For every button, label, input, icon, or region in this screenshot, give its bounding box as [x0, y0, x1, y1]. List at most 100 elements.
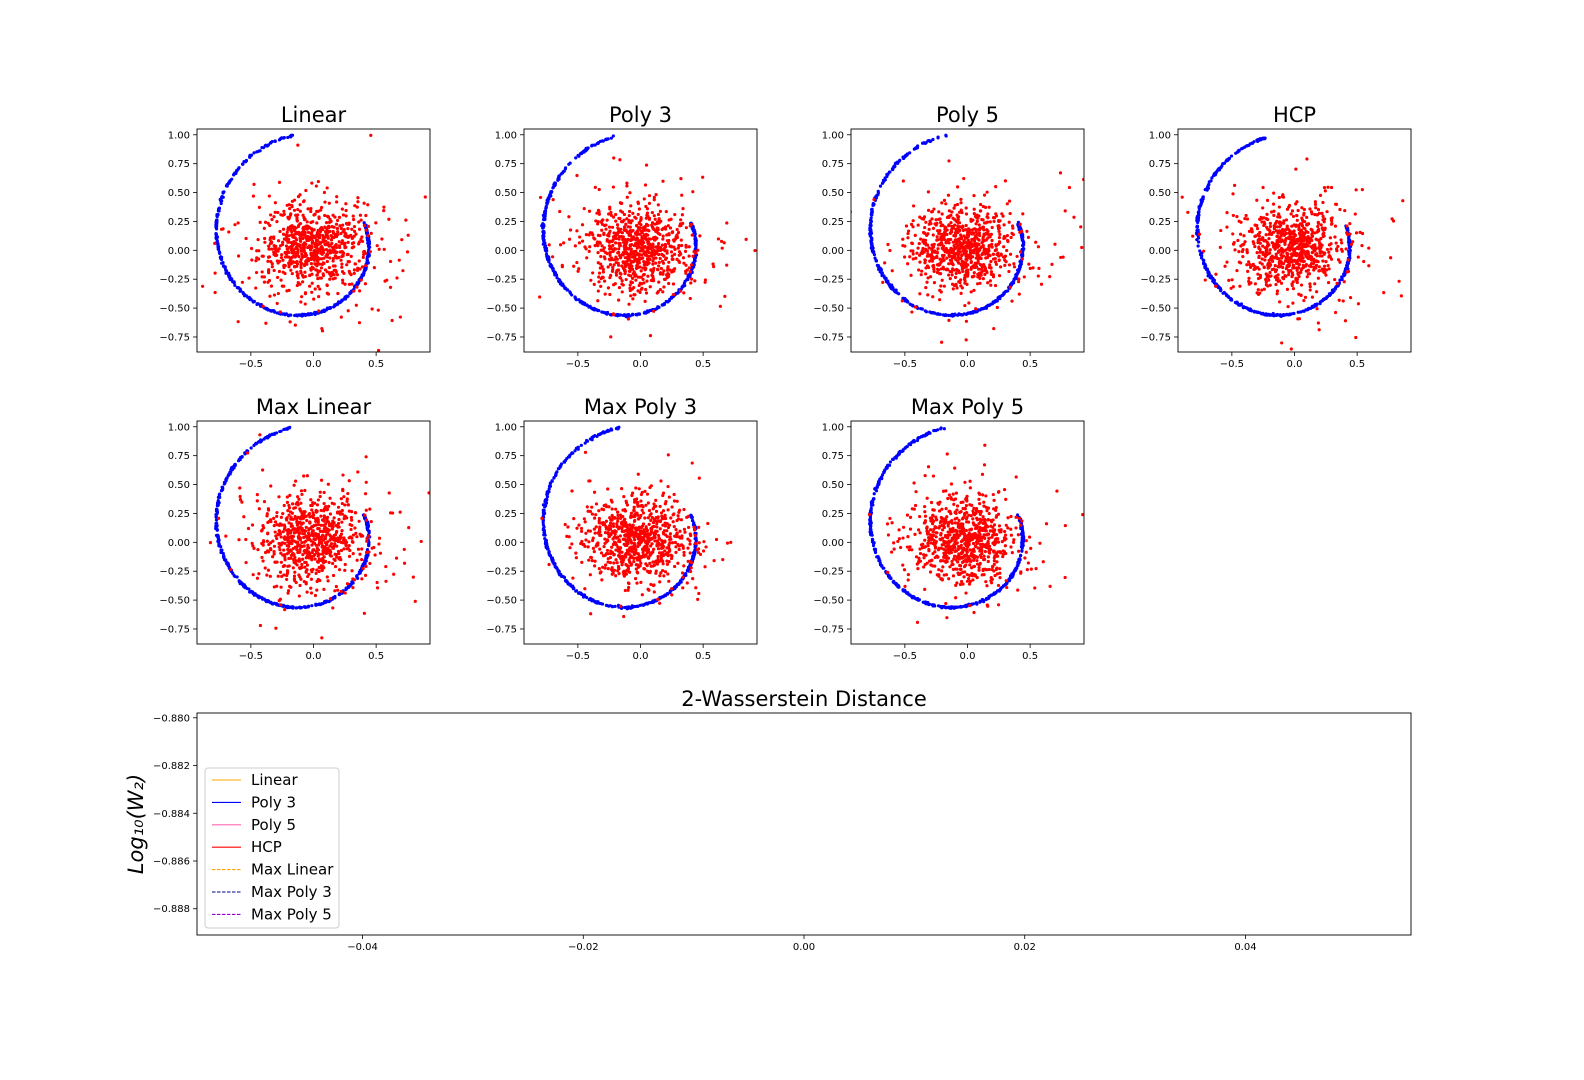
spiral-point	[219, 201, 223, 206]
sample-point	[377, 247, 381, 251]
spiral-point	[281, 312, 285, 316]
sample-point	[638, 265, 642, 269]
x-tick-label: 0.0	[306, 359, 322, 370]
spiral-point	[1256, 139, 1260, 143]
sample-point	[335, 218, 340, 222]
sample-point	[301, 280, 305, 284]
sample-point	[1316, 321, 1320, 325]
sample-point	[1276, 276, 1280, 280]
sample-point	[927, 246, 931, 250]
sample-point	[625, 230, 629, 234]
sample-point	[321, 228, 325, 232]
sample-point	[1345, 231, 1349, 235]
sample-point	[347, 282, 352, 286]
sample-point	[1336, 244, 1340, 249]
sample-point	[955, 220, 959, 224]
sample-point	[723, 294, 727, 298]
sample-point	[934, 223, 938, 227]
sample-point	[921, 217, 926, 221]
sample-point	[558, 243, 563, 247]
sample-point	[1299, 283, 1304, 287]
sample-point	[1310, 295, 1315, 299]
sample-point	[998, 232, 1002, 237]
sample-point	[1266, 273, 1270, 278]
sample-point	[983, 265, 987, 269]
sample-point	[310, 257, 314, 261]
sample-point	[982, 228, 986, 232]
sample-point	[382, 247, 386, 251]
spiral-point	[936, 312, 940, 316]
spiral-point	[1202, 258, 1206, 263]
sample-point	[681, 256, 686, 260]
sample-point	[1310, 258, 1314, 262]
spiral-point	[576, 153, 580, 158]
sample-point	[627, 218, 631, 223]
sample-point	[328, 249, 332, 253]
sample-point	[660, 227, 664, 232]
spiral-point	[1278, 314, 1282, 318]
sample-point	[1330, 216, 1334, 220]
sample-point	[966, 244, 970, 248]
sample-point	[1318, 193, 1323, 197]
sample-point	[618, 241, 622, 246]
sample-point	[1348, 232, 1352, 236]
sample-point	[267, 255, 272, 259]
sample-point	[622, 212, 627, 217]
sample-point	[280, 284, 284, 288]
sample-point	[366, 203, 370, 207]
target-spiral	[868, 133, 1026, 318]
generated-samples	[1180, 157, 1405, 351]
sample-point	[641, 248, 645, 252]
sample-point	[926, 232, 930, 236]
sample-point	[276, 249, 280, 253]
sample-point	[272, 236, 276, 241]
y-tick-label: −0.50	[159, 304, 190, 315]
sample-point	[260, 275, 264, 279]
sample-point	[674, 235, 678, 239]
sample-point	[261, 304, 265, 308]
sample-point	[267, 194, 271, 198]
sample-point	[1021, 212, 1025, 216]
sample-point	[303, 274, 307, 279]
sample-point	[334, 222, 339, 226]
sample-point	[925, 249, 930, 253]
sample-point	[1399, 294, 1403, 298]
sample-point	[1011, 232, 1015, 237]
sample-point	[1322, 185, 1327, 190]
sample-point	[656, 242, 661, 246]
sample-point	[331, 231, 336, 235]
sample-point	[952, 206, 956, 210]
sample-point	[1267, 236, 1271, 241]
sample-point	[1281, 193, 1285, 197]
x-tick-label: 0.0	[1287, 359, 1303, 370]
sample-point	[601, 267, 605, 272]
sample-point	[900, 299, 904, 303]
sample-point	[673, 212, 677, 217]
sample-point	[641, 266, 645, 270]
sample-point	[611, 215, 616, 219]
sample-point	[1231, 242, 1236, 246]
sample-point	[1253, 282, 1257, 286]
sample-point	[923, 231, 927, 235]
sample-point	[611, 265, 615, 269]
spiral-point	[257, 149, 261, 153]
spiral-point	[1195, 238, 1199, 242]
sample-point	[594, 219, 598, 223]
sample-point	[301, 236, 305, 240]
sample-point	[669, 250, 674, 254]
sample-point	[316, 284, 320, 288]
sample-point	[906, 236, 910, 240]
y-tick-label: 0.75	[168, 159, 190, 170]
sample-point	[618, 244, 622, 248]
spiral-point	[1196, 240, 1201, 244]
sample-point	[636, 200, 640, 204]
sample-point	[1295, 218, 1299, 222]
sample-point	[986, 216, 990, 220]
sample-point	[1261, 236, 1265, 240]
sample-point	[306, 207, 310, 211]
sample-point	[918, 215, 922, 219]
sample-point	[1257, 237, 1261, 241]
sample-point	[658, 209, 662, 213]
sample-point	[635, 230, 639, 234]
sample-point	[603, 292, 607, 296]
